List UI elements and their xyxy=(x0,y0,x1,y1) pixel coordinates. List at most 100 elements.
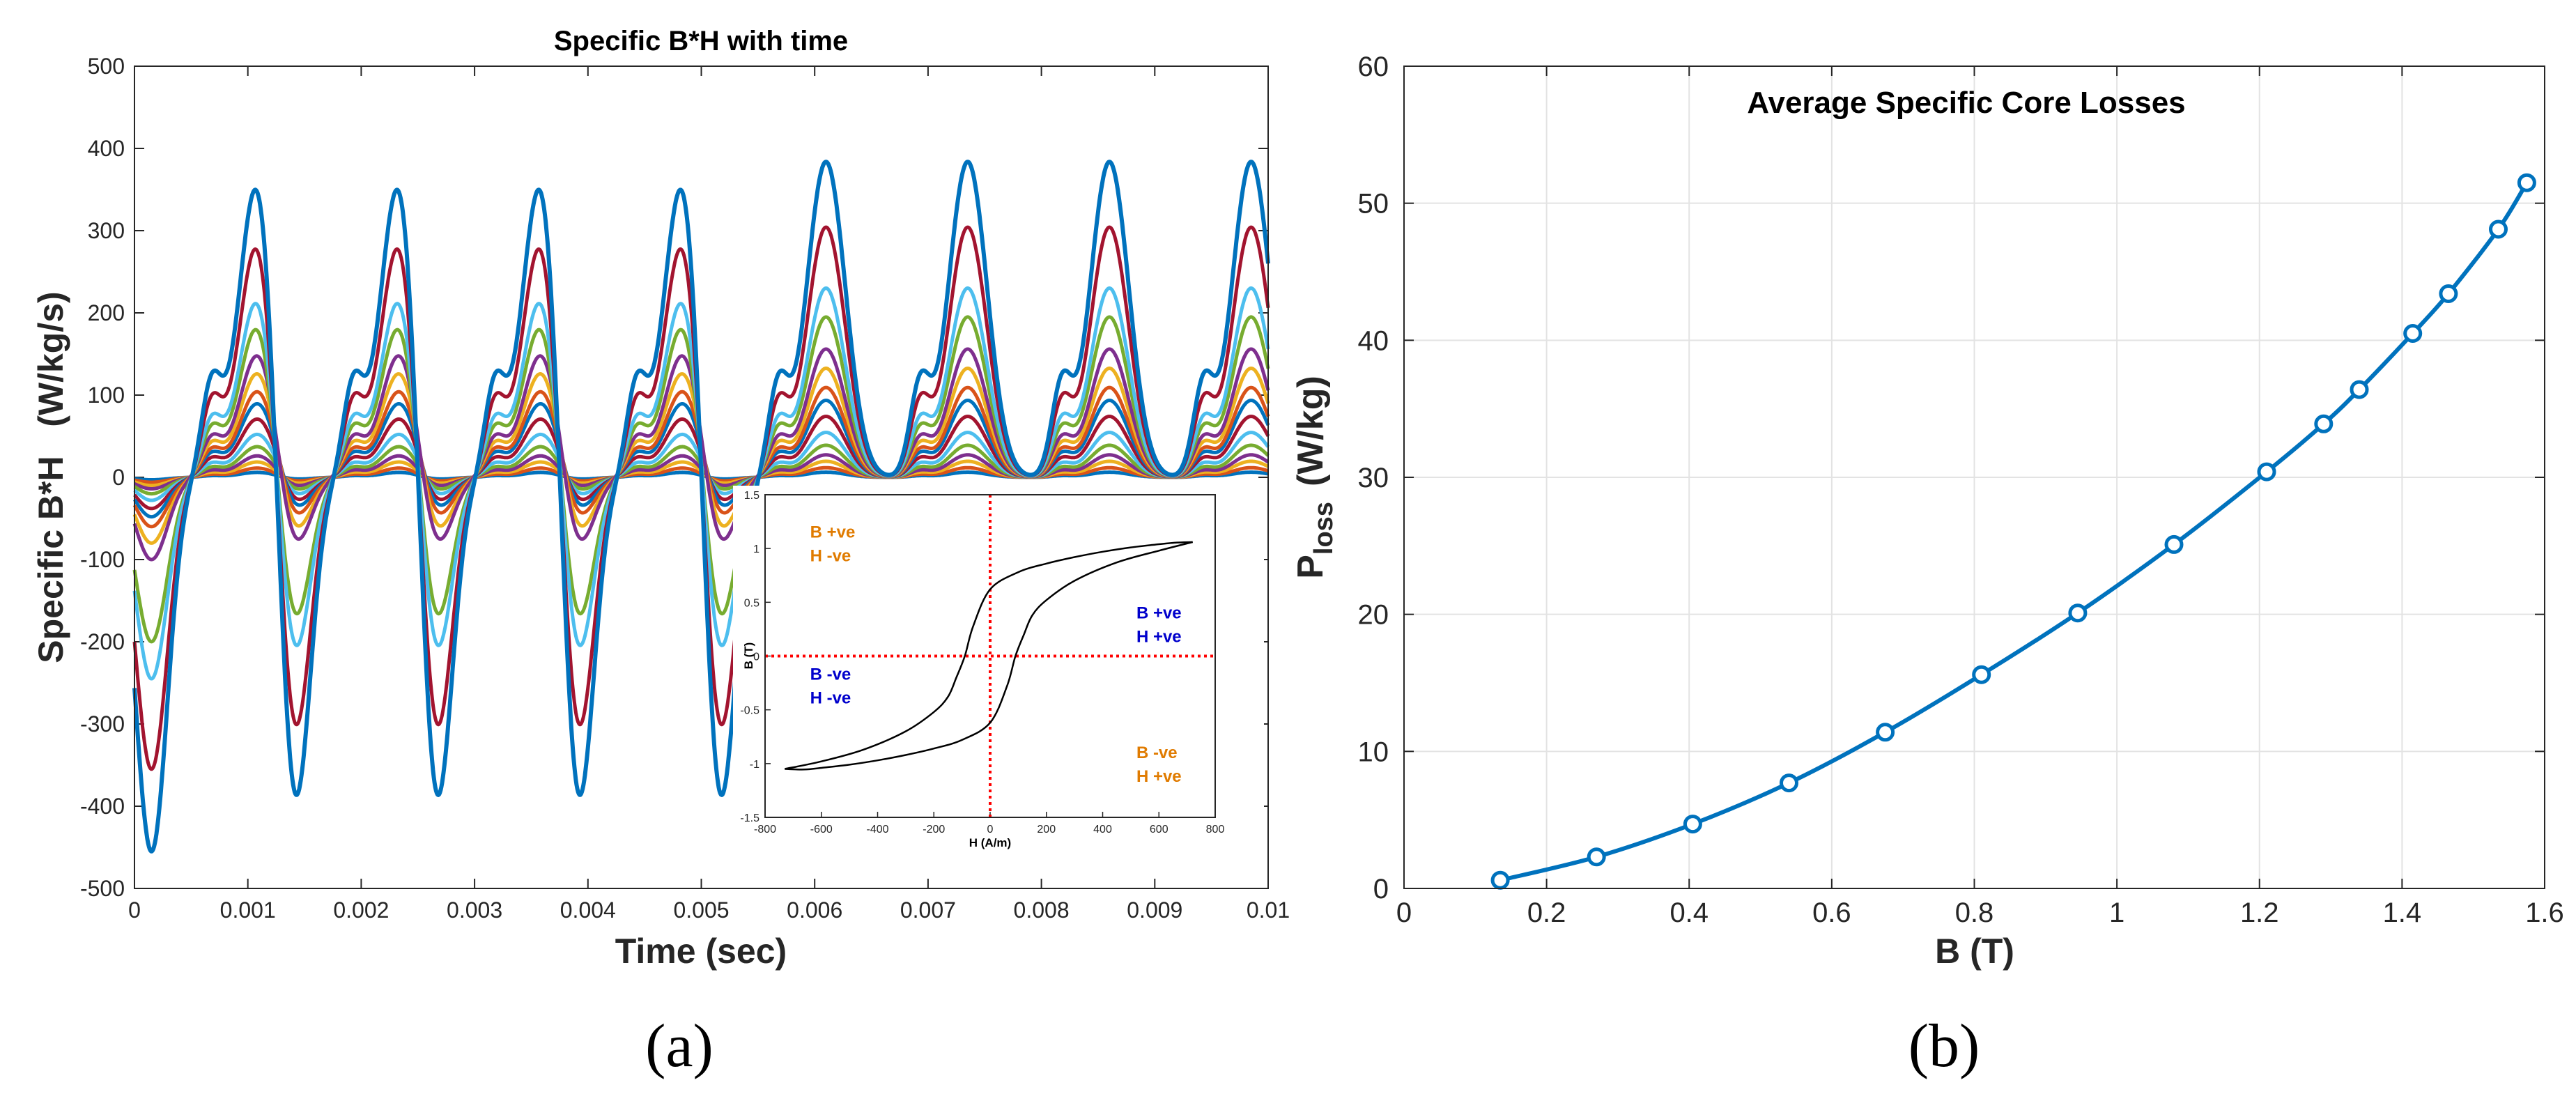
chart-a-ticks: 0 0.001 0.002 0.003 0.004 0.005 0.006 0.007 0.00… xyxy=(80,54,1290,923)
inset-y-tick-label: 0.5 xyxy=(744,597,759,609)
inset-annotation-text: B -ve xyxy=(1136,744,1178,762)
core-loss-point xyxy=(2350,380,2369,399)
inset-background xyxy=(733,486,1264,831)
y-tick-label: -400 xyxy=(80,794,125,819)
inset-x-tick-label: -200 xyxy=(923,824,945,835)
core-loss-point xyxy=(1587,847,1606,867)
chart-b-frame xyxy=(1403,66,2545,889)
caption-a: (a) xyxy=(645,1012,714,1080)
inset-frame xyxy=(764,494,1216,818)
inset-loop-lower-branch xyxy=(785,541,1194,771)
x-tick-label: 0.006 xyxy=(787,897,842,923)
inset-annotation-text: B +ve xyxy=(1136,603,1182,622)
core-loss-point xyxy=(2517,173,2536,192)
inset-y-tick-label: 1 xyxy=(753,544,759,555)
inset-y-tick-label: -1 xyxy=(750,759,759,771)
y-tick-label: 0 xyxy=(1373,874,1389,904)
y-tick-label: -300 xyxy=(80,711,125,737)
y-tick-label: 500 xyxy=(88,54,125,79)
y-tick-label: 20 xyxy=(1358,600,1389,631)
inset-x-label: H (A/m) xyxy=(969,836,1011,849)
inset-y-tick-label: -1.5 xyxy=(740,812,759,824)
x-tick-label: 0.002 xyxy=(333,897,389,923)
x-tick-label: 0.001 xyxy=(220,897,276,923)
x-tick-label: 0.8 xyxy=(1955,897,1994,928)
y-tick-label: 300 xyxy=(88,218,125,243)
x-tick-label: 0.008 xyxy=(1014,897,1070,923)
inset-loop-upper-branch xyxy=(785,541,1193,770)
inset-annotation-text: B +ve xyxy=(810,523,856,542)
chart-a-title: Specific B*H with time xyxy=(554,26,848,56)
y-tick-label: 200 xyxy=(88,300,125,325)
inset-x-tick-label: 0 xyxy=(987,824,994,835)
x-tick-label: 0.003 xyxy=(447,897,502,923)
chart-a-y-label: Specific B*H (W/kg/s) xyxy=(31,291,70,663)
inset-x-tick-label: 600 xyxy=(1150,824,1169,835)
core-loss-point xyxy=(2403,324,2423,343)
chart-a-x-label: Time (sec) xyxy=(615,932,787,971)
inset-annotations: B +ve H -ve B +ve H +ve B -ve H -ve B -ve H +ve xyxy=(810,523,1182,786)
x-tick-label: 0.005 xyxy=(673,897,729,923)
y-tick-label: 100 xyxy=(88,383,125,408)
inset-x-tick-label: 200 xyxy=(1037,824,1056,835)
x-tick-label: 0.009 xyxy=(1127,897,1182,923)
inset-y-tick-label: 1.5 xyxy=(744,490,759,502)
x-tick-label: 0 xyxy=(128,897,141,923)
inset-x-tick-label: 800 xyxy=(1206,824,1225,835)
series-line-B15 xyxy=(132,160,1270,854)
inset-annotation-text: H +ve xyxy=(1136,627,1182,646)
x-tick-label: 0.4 xyxy=(1669,897,1709,928)
inset-y-tick-label: -0.5 xyxy=(740,705,759,717)
chart-a-series xyxy=(132,160,1270,854)
x-tick-label: 1.4 xyxy=(2383,897,2422,928)
y-tick-label: -500 xyxy=(80,876,125,901)
core-loss-point xyxy=(2314,414,2334,433)
inset-x-tick-label: -400 xyxy=(866,824,888,835)
inset-x-tick-label: 400 xyxy=(1093,824,1112,835)
x-tick-label: 0.6 xyxy=(1812,897,1851,928)
chart-b: 0 0.2 0.4 0.6 0.8 1 1.2 1.4 1.6 0 10 20 30 40 50 60 Ave… xyxy=(1290,52,2564,1080)
inset-annotation-text: H -ve xyxy=(810,688,851,707)
inset-loop xyxy=(785,541,1194,771)
chart-b-x-label: B (T) xyxy=(1935,932,2014,971)
y-tick-label: 30 xyxy=(1358,463,1389,493)
y-tick-label: 0 xyxy=(112,465,125,490)
core-loss-point xyxy=(1972,665,1991,684)
inset-annotation-text: H -ve xyxy=(810,547,851,566)
chart-b-ticks: 0 0.2 0.4 0.6 0.8 1 1.2 1.4 1.6 0 10 20 30 40 50 60 xyxy=(1358,52,2564,928)
core-loss-point xyxy=(2164,534,2184,554)
y-tick-label: 40 xyxy=(1358,325,1389,356)
core-loss-point xyxy=(2489,219,2508,239)
y-tick-label: -200 xyxy=(80,629,125,654)
y-tick-label: 50 xyxy=(1358,189,1389,219)
inset-x-tick-label: -800 xyxy=(754,824,776,835)
chart-b-series xyxy=(1490,173,2536,890)
inset-ticks: -800 -600 -400 -200 0 200 400 600 800 -1.5 -1 -0.5 0… xyxy=(740,490,1224,835)
y-tick-label: 60 xyxy=(1358,52,1389,82)
core-loss-point xyxy=(2068,603,2088,623)
core-loss-point xyxy=(1780,773,1798,793)
inset-x-tick-label: -600 xyxy=(810,824,833,835)
core-loss-line xyxy=(1499,181,2529,883)
inset-y-label: B (T) xyxy=(742,642,755,670)
x-tick-label: 0.007 xyxy=(900,897,956,923)
y-tick-label: 400 xyxy=(88,136,125,161)
core-loss-point xyxy=(2439,284,2458,303)
caption-b: (b) xyxy=(1908,1012,1980,1080)
core-loss-point xyxy=(1683,815,1702,834)
x-tick-label: 0.004 xyxy=(560,897,616,923)
x-tick-label: 1.6 xyxy=(2525,897,2564,928)
x-tick-label: 1 xyxy=(2109,897,2124,928)
y-tick-label: -100 xyxy=(80,547,125,572)
core-loss-point xyxy=(1490,870,1510,890)
x-tick-label: 0.2 xyxy=(1527,897,1566,928)
chart-a-frame xyxy=(134,66,1269,889)
inset-y-tick-label: 0 xyxy=(753,652,759,663)
x-tick-label: 0 xyxy=(1396,897,1412,928)
chart-b-y-label: Ploss(W/kg) xyxy=(1290,376,1339,579)
core-loss-point xyxy=(2257,462,2276,481)
x-tick-label: 0.01 xyxy=(1247,897,1290,923)
chart-a: Specific B*H with time 0 0.001 0.002 0.003 0… xyxy=(31,26,1290,1080)
x-tick-label: 1.2 xyxy=(2240,897,2279,928)
